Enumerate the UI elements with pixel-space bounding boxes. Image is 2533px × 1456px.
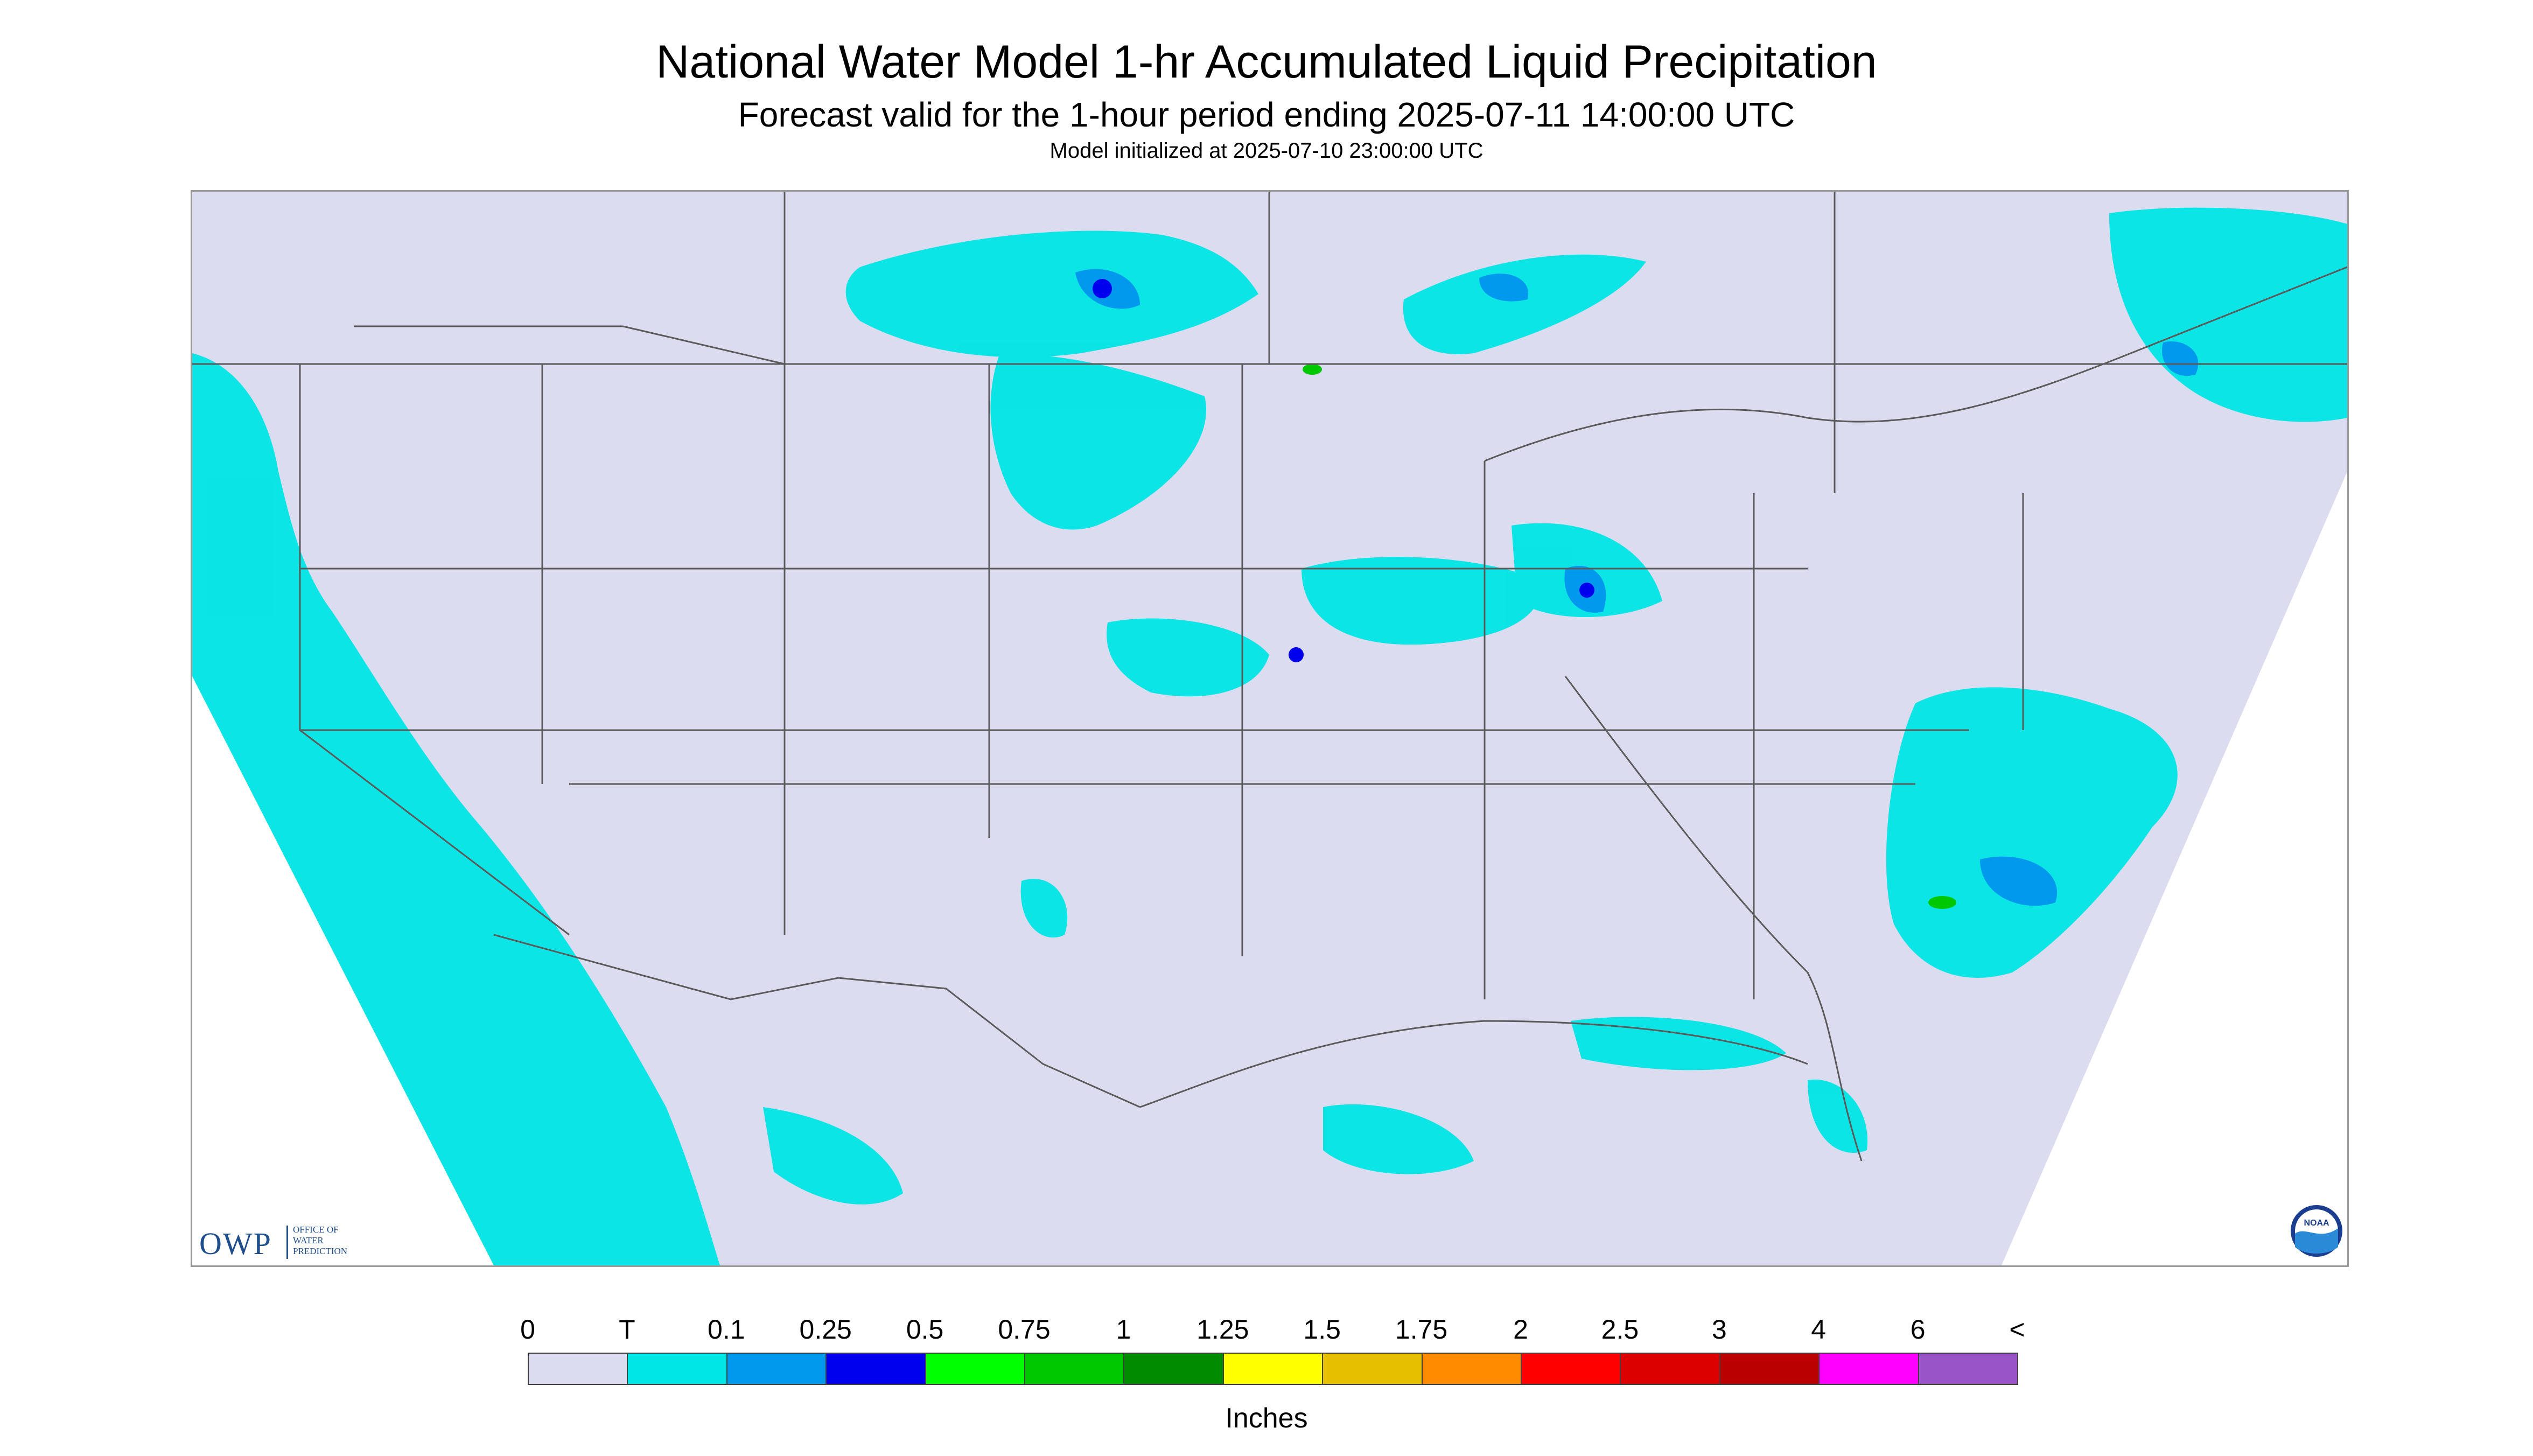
precipitation-map	[191, 190, 2349, 1267]
legend-tick-label: 1.5	[1303, 1314, 1341, 1345]
precip-gulf-offshore	[1323, 1104, 1474, 1174]
legend-swatch	[1818, 1353, 1919, 1385]
legend-tick-label: 1.25	[1196, 1314, 1249, 1345]
precip-iowa-wisconsin	[1302, 557, 1541, 645]
political-boundaries	[192, 192, 2347, 1161]
precip-nebraska	[1107, 618, 1269, 697]
precip-heavy-areas	[1303, 364, 1956, 909]
precip-atlantic-core	[1980, 856, 2058, 906]
legend-tick-label: 3	[1711, 1314, 1727, 1345]
legend-tick-label: 1.75	[1395, 1314, 1448, 1345]
legend-swatch	[1024, 1353, 1125, 1385]
precip-mexico	[763, 1107, 903, 1205]
precip-cell	[1928, 896, 1956, 909]
legend-tick-label: 0.1	[708, 1314, 745, 1345]
legend-tick-label: 2.5	[1601, 1314, 1639, 1345]
precip-cell	[1579, 583, 1594, 598]
noaa-logo-text: NOAA	[2304, 1219, 2329, 1228]
map-canvas	[192, 192, 2347, 1265]
legend-tick-label: 0.5	[906, 1314, 944, 1345]
map-subtitle: Forecast valid for the 1-hour period end…	[738, 95, 1795, 134]
owp-abbrev: OWP	[199, 1226, 272, 1261]
owp-name-line: OFFICE OF	[293, 1224, 339, 1235]
precip-north-plains	[845, 230, 1258, 358]
precip-gulf-coast	[1571, 1017, 1786, 1070]
legend-tick-label: 0.75	[998, 1314, 1051, 1345]
precip-pacific-nw	[214, 515, 273, 605]
precip-cell	[1289, 647, 1304, 662]
legend-swatch	[1322, 1353, 1423, 1385]
st-lawrence-line	[1484, 266, 2347, 462]
precip-superior-core	[1479, 274, 1529, 302]
legend-swatch	[1918, 1353, 2018, 1385]
owp-full-name: OFFICE OF WATER PREDICTION	[293, 1224, 352, 1257]
precip-pacific-coast	[192, 353, 720, 1265]
legend-swatch	[1521, 1353, 1621, 1385]
precip-lake-superior	[1403, 254, 1646, 354]
precip-trace-areas	[192, 207, 2347, 1265]
legend-swatch	[1620, 1353, 1720, 1385]
precip-cell	[1093, 279, 1112, 298]
precip-northeast-core	[2162, 341, 2199, 376]
precip-cell	[1303, 364, 1322, 375]
owp-name-line: WATER	[293, 1235, 324, 1245]
legend-tick-label: 4	[1811, 1314, 1827, 1345]
precip-moderate-areas	[1093, 279, 1594, 662]
outside-domain-left	[192, 192, 494, 1265]
precip-texas	[1020, 879, 1068, 938]
legend-tick-label: <	[2009, 1314, 2025, 1345]
legend-swatch	[726, 1353, 827, 1385]
noaa-logo: NOAA	[2291, 1205, 2342, 1257]
color-legend: 0 T 0.1 0.25 0.5 0.75 1 1.25 1.5 1.75 2 2.5 3 4 6 <	[520, 1314, 2025, 1432]
legend-tick-label: 0	[520, 1314, 535, 1345]
owp-divider	[286, 1226, 288, 1259]
legend-swatch	[1222, 1353, 1324, 1385]
legend-tick-label: 6	[1910, 1314, 1926, 1345]
legend-tick-label: 1	[1116, 1314, 1131, 1345]
legend-swatch	[528, 1353, 628, 1385]
legend-swatch	[1421, 1353, 1522, 1385]
east-coast	[1564, 676, 1863, 1161]
legend-units: Inches	[1225, 1403, 1308, 1434]
legend-swatch	[825, 1353, 926, 1385]
precip-dakotas	[990, 353, 1207, 530]
legend-swatch	[1719, 1353, 1820, 1385]
legend-swatch	[925, 1353, 1025, 1385]
map-title: National Water Model 1-hr Accumulated Li…	[656, 36, 1877, 88]
precip-atlantic-coast	[1886, 687, 2178, 978]
legend-tick-label: 2	[1513, 1314, 1528, 1345]
outside-domain-right	[2002, 192, 2347, 1265]
gulf-coast	[1139, 1020, 1808, 1108]
us-mexico-border	[493, 934, 1140, 1108]
legend-tick-label: T	[619, 1314, 635, 1345]
legend-swatch	[1123, 1353, 1224, 1385]
model-init-text: Model initialized at 2025-07-10 23:00:00…	[1049, 139, 1484, 163]
owp-name-line: PREDICTION	[293, 1246, 348, 1256]
province-line	[354, 325, 785, 365]
legend-tick-label: 0.25	[799, 1314, 852, 1345]
noaa-logo-wave	[2295, 1228, 2338, 1254]
legend-swatch	[627, 1353, 727, 1385]
